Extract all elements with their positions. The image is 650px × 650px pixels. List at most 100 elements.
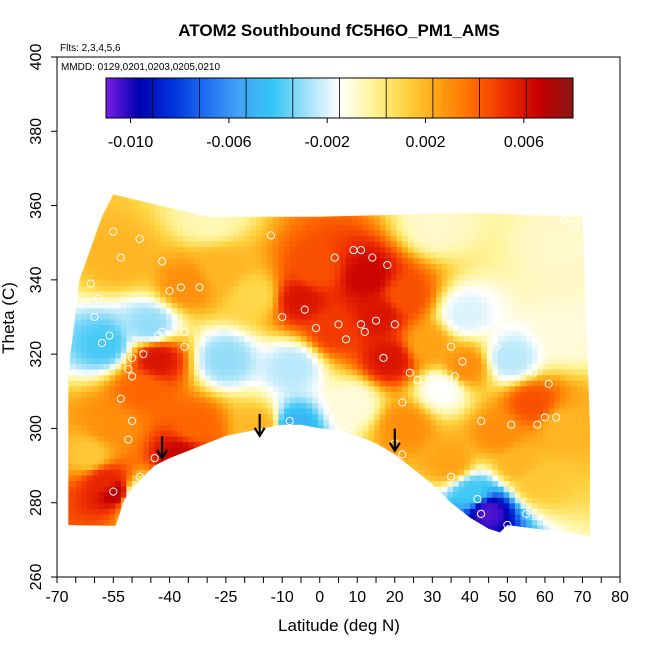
heatmap-cell bbox=[447, 302, 454, 309]
heatmap-cell bbox=[413, 447, 420, 454]
heatmap-cell bbox=[205, 374, 212, 381]
heatmap-cell bbox=[239, 385, 246, 392]
heatmap-cell bbox=[385, 207, 392, 214]
heatmap-cell bbox=[379, 346, 386, 353]
heatmap-cell bbox=[143, 302, 150, 309]
heatmap-cell bbox=[278, 352, 285, 359]
heatmap-cell bbox=[227, 385, 234, 392]
heatmap-cell bbox=[137, 391, 144, 398]
heatmap-cell bbox=[98, 318, 105, 326]
heatmap-cell bbox=[68, 313, 71, 320]
heatmap-cell bbox=[205, 318, 212, 326]
heatmap-cell bbox=[402, 252, 409, 259]
heatmap-cell bbox=[312, 218, 319, 225]
heatmap-cell bbox=[407, 313, 415, 320]
heatmap-cell bbox=[351, 396, 358, 404]
heatmap-cell bbox=[171, 274, 178, 281]
heatmap-cell bbox=[261, 419, 268, 426]
heatmap-cell bbox=[441, 335, 448, 342]
heatmap-cell bbox=[464, 391, 471, 398]
heatmap-cell bbox=[216, 240, 223, 248]
heatmap-cell bbox=[261, 240, 268, 248]
heatmap-cell bbox=[267, 180, 273, 186]
heatmap-cell bbox=[374, 285, 381, 292]
heatmap-cell bbox=[362, 402, 370, 409]
heatmap-cell bbox=[391, 413, 398, 420]
heatmap-cell bbox=[289, 218, 296, 225]
heatmap-cell bbox=[453, 458, 460, 465]
heatmap-cell bbox=[329, 240, 336, 248]
heatmap-cell bbox=[149, 380, 156, 387]
heatmap-cell bbox=[396, 435, 403, 443]
heatmap-cell bbox=[458, 302, 465, 309]
heatmap-cell bbox=[115, 196, 122, 203]
heatmap-cell bbox=[436, 380, 443, 387]
heatmap-cell bbox=[115, 201, 122, 209]
heatmap-cell bbox=[379, 213, 386, 220]
heatmap-cell bbox=[289, 224, 296, 231]
heatmap-cell bbox=[87, 441, 94, 448]
heatmap-cell bbox=[188, 424, 195, 431]
heatmap-cell bbox=[301, 185, 307, 191]
heatmap-cell bbox=[413, 413, 420, 420]
heatmap-cell bbox=[430, 235, 437, 242]
heatmap-cell bbox=[419, 246, 426, 253]
heatmap-cell bbox=[165, 279, 172, 287]
heatmap-cell bbox=[317, 218, 325, 225]
heatmap-cell bbox=[120, 480, 127, 487]
heatmap-cell bbox=[154, 235, 161, 242]
heatmap-cell bbox=[436, 385, 443, 392]
heatmap-cell bbox=[407, 447, 415, 454]
heatmap-cell bbox=[323, 330, 330, 337]
heatmap-cell bbox=[464, 491, 471, 498]
heatmap-cell bbox=[289, 396, 296, 404]
heatmap-cell bbox=[255, 313, 263, 320]
heatmap-cell bbox=[81, 252, 88, 259]
heatmap-cell bbox=[239, 313, 246, 320]
heatmap-cell bbox=[75, 224, 82, 231]
heatmap-cell bbox=[469, 285, 477, 292]
heatmap-cell bbox=[239, 380, 246, 387]
heatmap-cell bbox=[396, 274, 403, 281]
heatmap-cell bbox=[284, 419, 291, 426]
heatmap-cell bbox=[475, 307, 482, 314]
heatmap-cell bbox=[160, 229, 167, 236]
heatmap-cell bbox=[413, 213, 420, 220]
heatmap-cell bbox=[227, 207, 234, 214]
heatmap-cell bbox=[430, 335, 437, 342]
heatmap-cell bbox=[239, 240, 246, 248]
heatmap-cell bbox=[68, 335, 71, 342]
heatmap-cell bbox=[346, 408, 353, 415]
heatmap-cell bbox=[362, 274, 370, 281]
heatmap-cell bbox=[194, 218, 201, 225]
heatmap-cell bbox=[430, 463, 437, 470]
heatmap-cell bbox=[132, 391, 139, 398]
heatmap-cell bbox=[70, 302, 77, 309]
heatmap-cell bbox=[385, 196, 392, 203]
heatmap-cell bbox=[160, 302, 167, 309]
heatmap-cell bbox=[233, 335, 240, 342]
heatmap-cell bbox=[272, 263, 279, 270]
heatmap-cell bbox=[430, 246, 437, 253]
heatmap-cell bbox=[385, 263, 392, 270]
heatmap-cell bbox=[244, 357, 251, 365]
heatmap-cell bbox=[441, 302, 448, 309]
heatmap-cell bbox=[317, 302, 325, 309]
heatmap-cell bbox=[391, 224, 398, 231]
heatmap-cell bbox=[75, 318, 82, 326]
heatmap-cell bbox=[396, 263, 403, 270]
heatmap-cell bbox=[143, 229, 150, 236]
heatmap-cell bbox=[284, 235, 291, 242]
heatmap-cell bbox=[154, 318, 161, 326]
heatmap-cell bbox=[453, 380, 460, 387]
heatmap-cell bbox=[329, 185, 335, 191]
heatmap-cell bbox=[194, 341, 201, 348]
heatmap-cell bbox=[481, 469, 488, 476]
heatmap-cell bbox=[396, 357, 403, 365]
heatmap-cell bbox=[81, 346, 88, 353]
heatmap-cell bbox=[458, 296, 465, 303]
heatmap-cell bbox=[436, 296, 443, 303]
heatmap-cell bbox=[312, 335, 319, 342]
heatmap-cell bbox=[413, 313, 420, 320]
heatmap-cell bbox=[362, 396, 370, 404]
